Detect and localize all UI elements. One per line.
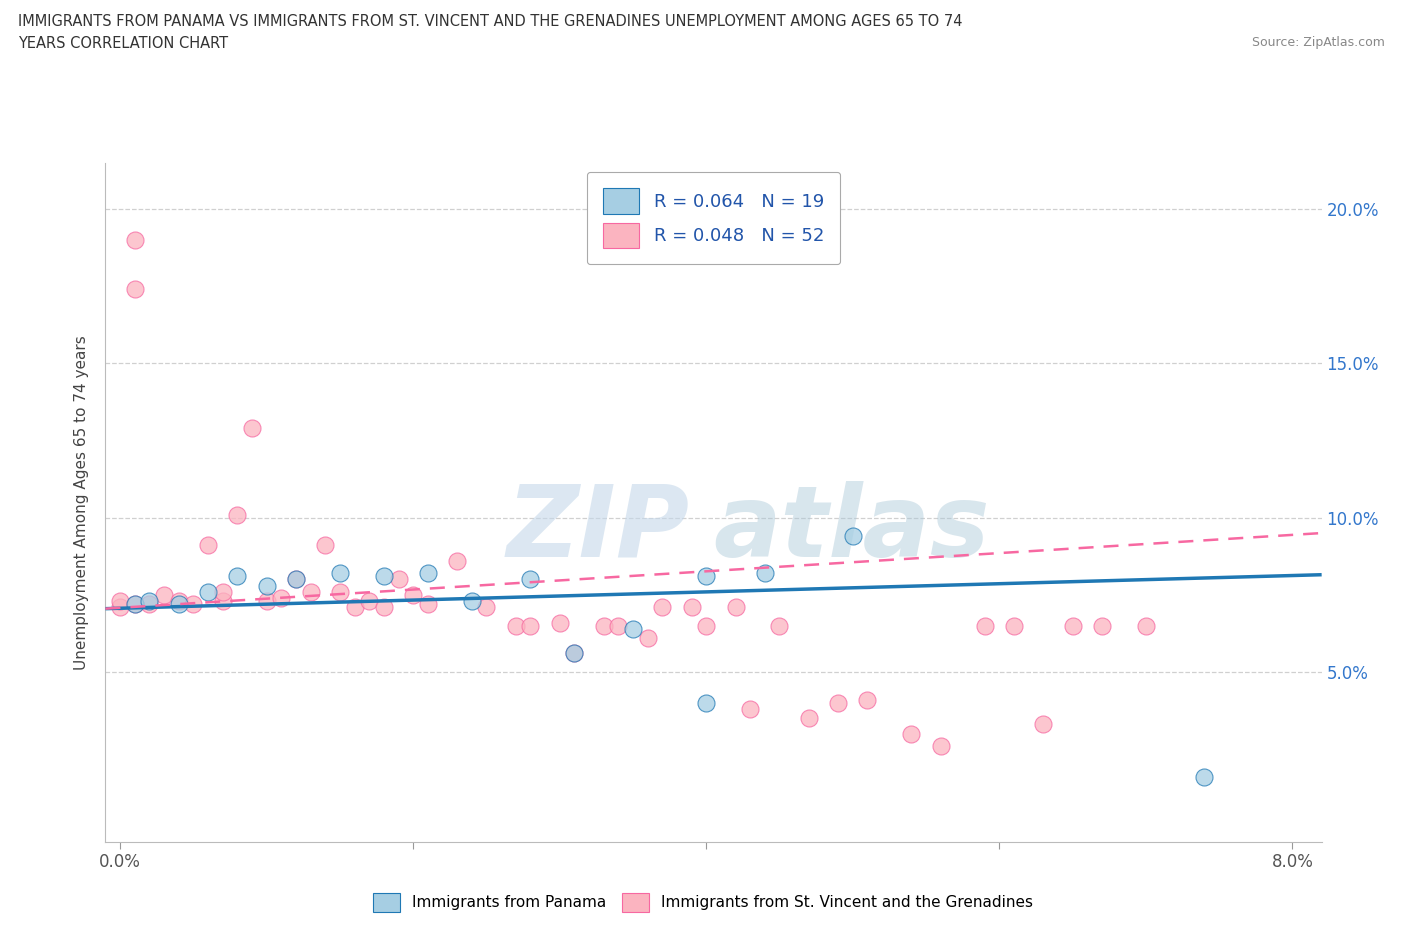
Point	[373, 600, 395, 615]
Point	[754, 565, 776, 580]
Text: ZIP: ZIP	[506, 481, 689, 578]
Point	[695, 618, 717, 633]
Point	[1135, 618, 1157, 633]
Point	[740, 701, 762, 716]
Point	[519, 572, 541, 587]
Point	[270, 591, 292, 605]
Point	[681, 600, 703, 615]
Y-axis label: Unemployment Among Ages 65 to 74 years: Unemployment Among Ages 65 to 74 years	[75, 335, 90, 670]
Point	[695, 569, 717, 584]
Point	[651, 600, 673, 615]
Point	[343, 600, 366, 615]
Point	[387, 572, 409, 587]
Text: YEARS CORRELATION CHART: YEARS CORRELATION CHART	[18, 36, 228, 51]
Point	[256, 578, 278, 593]
Point	[461, 593, 484, 608]
Point	[124, 282, 146, 297]
Point	[842, 528, 865, 543]
Point	[226, 569, 249, 584]
Point	[446, 553, 468, 568]
Point	[329, 584, 352, 599]
Point	[416, 565, 439, 580]
Legend: Immigrants from Panama, Immigrants from St. Vincent and the Grenadines: Immigrants from Panama, Immigrants from …	[367, 887, 1039, 918]
Point	[124, 232, 146, 247]
Point	[240, 420, 263, 435]
Point	[1062, 618, 1084, 633]
Point	[1002, 618, 1025, 633]
Point	[562, 646, 585, 661]
Point	[108, 593, 131, 608]
Point	[167, 597, 190, 612]
Point	[768, 618, 790, 633]
Point	[1091, 618, 1114, 633]
Point	[505, 618, 527, 633]
Point	[256, 593, 278, 608]
Point	[607, 618, 630, 633]
Point	[359, 593, 381, 608]
Point	[138, 597, 160, 612]
Point	[124, 597, 146, 612]
Point	[637, 631, 659, 645]
Text: Source: ZipAtlas.com: Source: ZipAtlas.com	[1251, 36, 1385, 49]
Point	[183, 597, 205, 612]
Point	[402, 588, 425, 603]
Legend: R = 0.064   N = 19, R = 0.048   N = 52: R = 0.064 N = 19, R = 0.048 N = 52	[586, 172, 841, 264]
Point	[226, 507, 249, 522]
Point	[108, 600, 131, 615]
Point	[153, 588, 176, 603]
Point	[827, 696, 849, 711]
Point	[592, 618, 614, 633]
Text: atlas: atlas	[713, 481, 990, 578]
Point	[519, 618, 541, 633]
Point	[929, 738, 952, 753]
Point	[724, 600, 747, 615]
Point	[1194, 769, 1216, 784]
Point	[416, 597, 439, 612]
Point	[621, 621, 644, 636]
Point	[197, 538, 219, 552]
Point	[562, 646, 585, 661]
Point	[856, 692, 879, 707]
Text: IMMIGRANTS FROM PANAMA VS IMMIGRANTS FROM ST. VINCENT AND THE GRENADINES UNEMPLO: IMMIGRANTS FROM PANAMA VS IMMIGRANTS FRO…	[18, 14, 963, 29]
Point	[973, 618, 995, 633]
Point	[284, 572, 307, 587]
Point	[299, 584, 322, 599]
Point	[475, 600, 498, 615]
Point	[197, 584, 219, 599]
Point	[284, 572, 307, 587]
Point	[900, 726, 922, 741]
Point	[314, 538, 336, 552]
Point	[797, 711, 820, 725]
Point	[373, 569, 395, 584]
Point	[695, 696, 717, 711]
Point	[548, 615, 571, 630]
Point	[124, 597, 146, 612]
Point	[329, 565, 352, 580]
Point	[1032, 717, 1054, 732]
Point	[211, 584, 233, 599]
Point	[138, 593, 160, 608]
Point	[211, 593, 233, 608]
Point	[167, 593, 190, 608]
